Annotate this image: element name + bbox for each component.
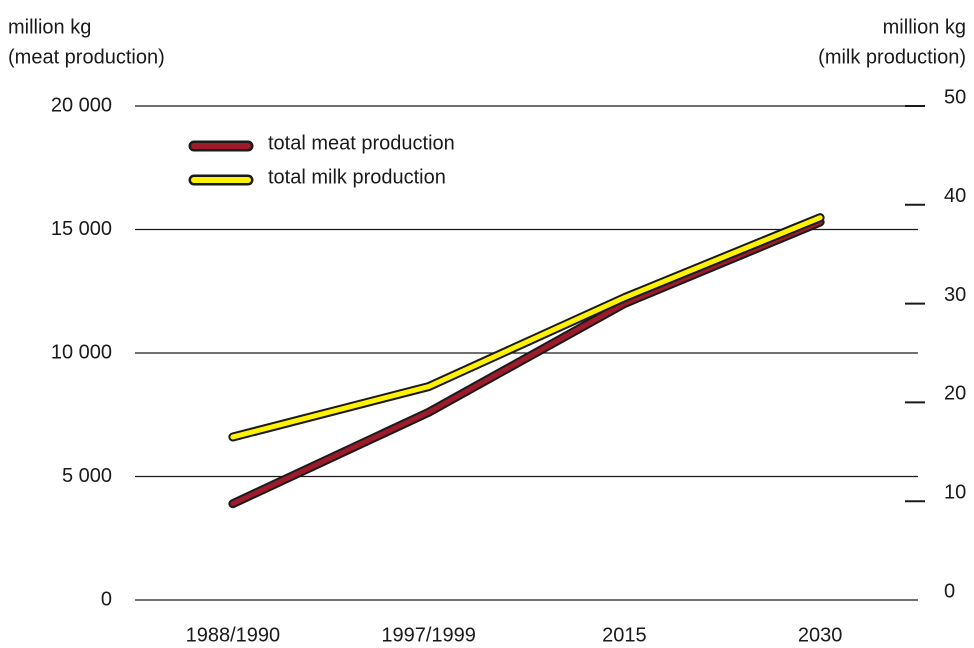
legend-label: total milk production	[268, 166, 446, 188]
line	[230, 219, 823, 507]
line-outline	[228, 213, 825, 442]
y2-tick-label: 10	[944, 481, 966, 503]
x-tick-label: 2015	[602, 624, 647, 646]
y-tick-label: 10 000	[51, 341, 112, 363]
y2-axis-label: (milk production)	[818, 46, 966, 68]
y2-tick-label: 40	[944, 185, 966, 207]
x-tick-label: 2030	[798, 624, 843, 646]
y-tick-label: 15 000	[51, 218, 112, 240]
y-axis-label: million kg	[8, 16, 91, 38]
y-tick-label: 0	[101, 588, 112, 610]
y2-tick-label: 50	[944, 86, 966, 108]
y-tick-label: 20 000	[51, 94, 112, 116]
y-tick-label: 5 000	[62, 465, 112, 487]
x-tick-label: 1988/1990	[186, 624, 281, 646]
line	[230, 215, 823, 440]
y2-tick-label: 30	[944, 284, 966, 306]
y-axis-label: (meat production)	[8, 46, 165, 68]
x-tick-label: 1997/1999	[381, 624, 476, 646]
legend-label: total meat production	[268, 132, 455, 154]
y2-tick-label: 0	[944, 580, 955, 602]
y2-tick-label: 20	[944, 383, 966, 405]
y2-axis-label: million kg	[883, 16, 966, 38]
